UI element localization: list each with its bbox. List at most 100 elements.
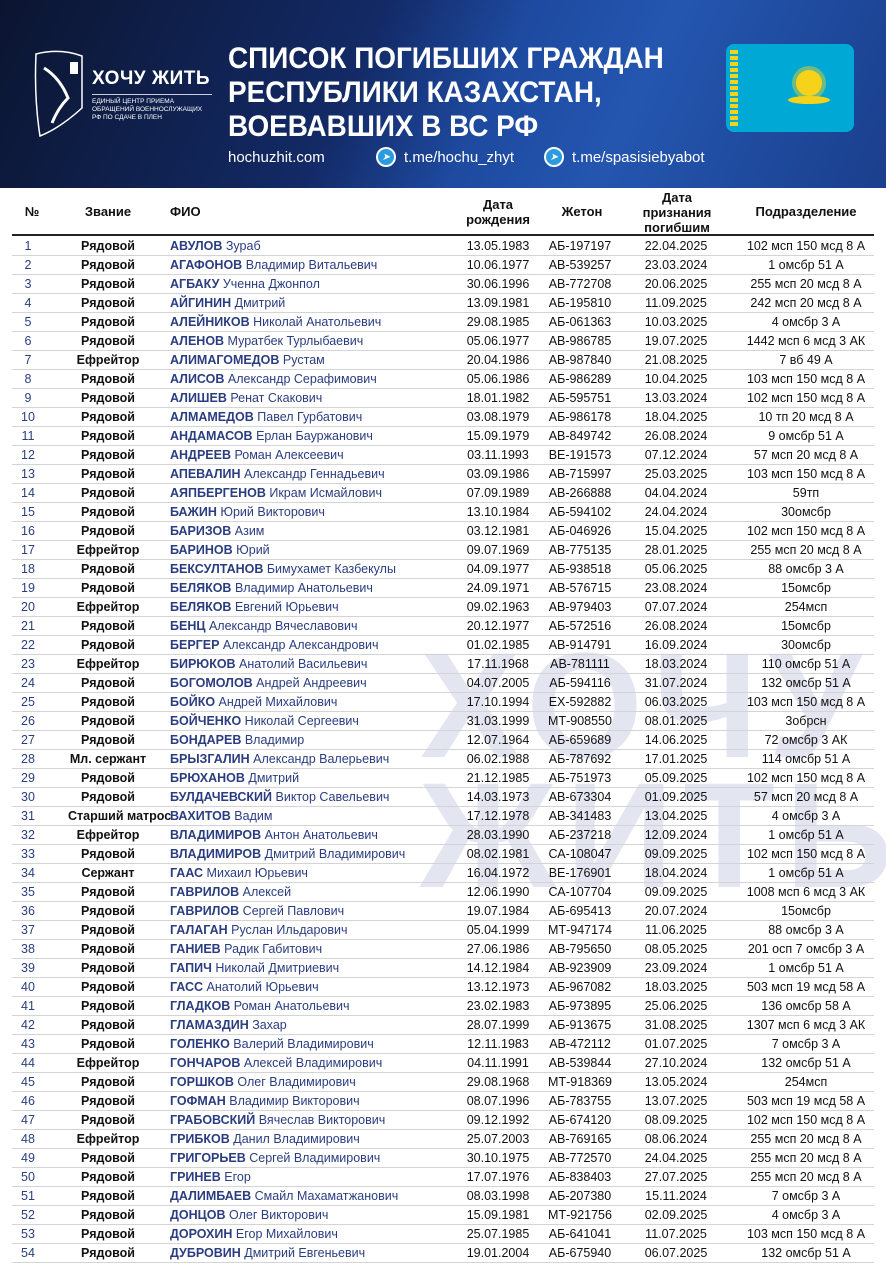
death-date: 27.10.2024	[644, 1056, 708, 1070]
unit: 102 мсп 150 мсд 8 А	[746, 771, 866, 785]
row-number: 35	[21, 885, 35, 899]
table-row: 26 Рядовой БОЙЧЕНКО Николай Сергеевич 31.03…	[12, 712, 874, 731]
full-name: БАЖИН Юрий Викторович	[170, 505, 325, 519]
row-number: 26	[21, 714, 35, 728]
full-name: БЕЛЯКОВ Владимир Анатольевич	[170, 581, 373, 595]
rank: Ефрейтор	[76, 657, 140, 671]
rank: Рядовой	[81, 258, 135, 272]
unit: 3обрсн	[785, 714, 827, 728]
death-date: 04.04.2024	[644, 486, 708, 500]
unit: 255 мсп 20 мсд 8 А	[750, 277, 862, 291]
unit: 255 мсп 20 мсд 8 А	[750, 1132, 862, 1146]
table-row: 39 Рядовой ГАПИЧ Николай Дмитриевич 14.12.1…	[12, 959, 874, 978]
table-row: 50 Рядовой ГРИНЕВ Егор 17.07.1976 АБ-838403 2…	[12, 1168, 874, 1187]
table-row: 41 Рядовой ГЛАДКОВ Роман Анатольевич 23.02.…	[12, 997, 874, 1016]
table-row: 34 Сержант ГААС Михаил Юрьевич 16.04.1972 ВЕ…	[12, 864, 874, 883]
birth-date: 12.11.1983	[467, 1037, 529, 1051]
rank: Рядовой	[81, 1170, 135, 1184]
birth-date: 03.08.1979	[466, 410, 530, 424]
birth-date: 01.02.1985	[466, 638, 530, 652]
birth-date: 28.07.1999	[466, 1018, 530, 1032]
death-date: 06.03.2025	[644, 695, 708, 709]
telegram-link-text: t.me/spasisiebyabot	[572, 148, 705, 166]
token: АБ-783755	[548, 1094, 612, 1108]
token: ВЕ-191573	[548, 448, 612, 462]
birth-date: 04.09.1977	[466, 562, 530, 576]
unit: 132 омсбр 51 А	[761, 676, 851, 690]
col-name: ФИО	[170, 204, 201, 219]
row-number: 50	[21, 1170, 35, 1184]
death-date: 26.08.2024	[644, 429, 708, 443]
table-row: 16 Рядовой БАРИЗОВ Азим 03.12.1981 АБ-046926…	[12, 522, 874, 541]
row-number: 15	[21, 505, 35, 519]
unit: 136 омсбр 58 А	[761, 999, 851, 1013]
table-row: 43 Рядовой ГОЛЕНКО Валерий Владимирович 12.…	[12, 1035, 874, 1054]
birth-date: 08.07.1996	[466, 1094, 530, 1108]
row-number: 44	[21, 1056, 35, 1070]
full-name: ГАВРИЛОВ Алексей	[170, 885, 292, 899]
row-number: 32	[21, 828, 35, 842]
birth-date: 29.08.1985	[466, 315, 530, 329]
unit: 1307 мсп 6 мсд 3 АК	[746, 1018, 866, 1032]
full-name: АВУЛОВ Зураб	[170, 239, 261, 253]
full-name: ГЛАМАЗДИН Захар	[170, 1018, 287, 1032]
death-date: 19.07.2025	[644, 334, 708, 348]
unit: 114 омсбр 51 А	[761, 752, 851, 766]
col-number: №	[24, 204, 40, 219]
full-name: АЯПБЕРГЕНОВ Икрам Исмайлович	[170, 486, 383, 500]
full-name: БОЙЧЕНКО Николай Сергеевич	[170, 714, 359, 728]
birth-date: 03.11.1993	[467, 448, 529, 462]
unit: 30омсбр	[781, 638, 831, 652]
row-number: 12	[21, 448, 35, 462]
rank: Ефрейтор	[76, 543, 140, 557]
unit: 255 мсп 20 мсд 8 А	[750, 1170, 862, 1184]
rank: Рядовой	[81, 467, 135, 481]
full-name: ГАПИЧ Николай Дмитриевич	[170, 961, 340, 975]
full-name: БЕКСУЛТАНОВ Бимухамет Казбекулы	[170, 562, 396, 576]
rank: Рядовой	[81, 923, 135, 937]
col-birth: Дата рождения	[466, 197, 530, 227]
full-name: БЕЛЯКОВ Евгений Юрьевич	[170, 600, 339, 614]
death-date: 05.09.2025	[644, 771, 708, 785]
death-date: 05.06.2025	[644, 562, 708, 576]
table-row: 46 Рядовой ГОФМАН Владимир Викторович 08.07…	[12, 1092, 874, 1111]
token: АВ-769165	[548, 1132, 612, 1146]
birth-date: 05.04.1999	[466, 923, 530, 937]
unit: 103 мсп 150 мсд 8 А	[746, 467, 866, 481]
telegram-link-1[interactable]: ➤ t.me/hochu_zhyt	[376, 147, 544, 167]
logo-subtitle: ЕДИНЫЙ ЦЕНТР ПРИЕМА ОБРАЩЕНИЙ ВОЕННОСЛУЖ…	[92, 94, 212, 122]
table-row: 45 Рядовой ГОРШКОВ Олег Владимирович 29.08.…	[12, 1073, 874, 1092]
death-date: 25.06.2025	[644, 999, 708, 1013]
death-date: 13.07.2025	[644, 1094, 708, 1108]
table-row: 29 Рядовой БРЮХАНОВ Дмитрий 21.12.1985 АБ-75…	[12, 769, 874, 788]
table-row: 44 Ефрейтор ГОНЧАРОВ Алексей Владимирович 0…	[12, 1054, 874, 1073]
unit: 102 мсп 150 мсд 8 А	[746, 524, 866, 538]
table-row: 53 Рядовой ДОРОХИН Егор Михайлович 25.07.19…	[12, 1225, 874, 1244]
birth-date: 17.07.1976	[466, 1170, 530, 1184]
table-row: 7 Ефрейтор АЛИМАГОМЕДОВ Рустам 20.04.1986 АВ…	[12, 351, 874, 370]
site-link[interactable]: hochuzhit.com	[228, 148, 325, 166]
row-number: 38	[21, 942, 35, 956]
full-name: ГОРШКОВ Олег Владимирович	[170, 1075, 356, 1089]
row-number: 52	[21, 1208, 35, 1222]
row-number: 48	[21, 1132, 35, 1146]
birth-date: 15.09.1979	[466, 429, 530, 443]
birth-date: 27.06.1986	[466, 942, 530, 956]
rank: Рядовой	[81, 980, 135, 994]
table-row: 40 Рядовой ГАСС Анатолий Юрьевич 13.12.1973…	[12, 978, 874, 997]
unit: 102 мсп 150 мсд 8 А	[746, 1113, 866, 1127]
rank: Рядовой	[81, 676, 135, 690]
row-number: 22	[21, 638, 35, 652]
telegram-link-2[interactable]: ➤ t.me/spasisiebyabot	[544, 147, 705, 167]
unit: 72 омсбр 3 АК	[764, 733, 848, 747]
rank: Сержант	[81, 866, 135, 880]
table-row: 10 Рядовой АЛМАМЕДОВ Павел Гурбатович 03.08…	[12, 408, 874, 427]
token: АБ-237218	[548, 828, 612, 842]
full-name: ГРАБОВСКИЙ Вячеслав Викторович	[170, 1113, 386, 1127]
unit: 4 омсбр 3 А	[771, 809, 841, 823]
token: АБ-967082	[548, 980, 612, 994]
full-name: ДАЛИМБАЕВ Смайл Махаматжанович	[170, 1189, 399, 1203]
birth-date: 08.03.1998	[466, 1189, 530, 1203]
death-date: 14.06.2025	[644, 733, 708, 747]
unit: 132 омсбр 51 А	[761, 1246, 851, 1260]
